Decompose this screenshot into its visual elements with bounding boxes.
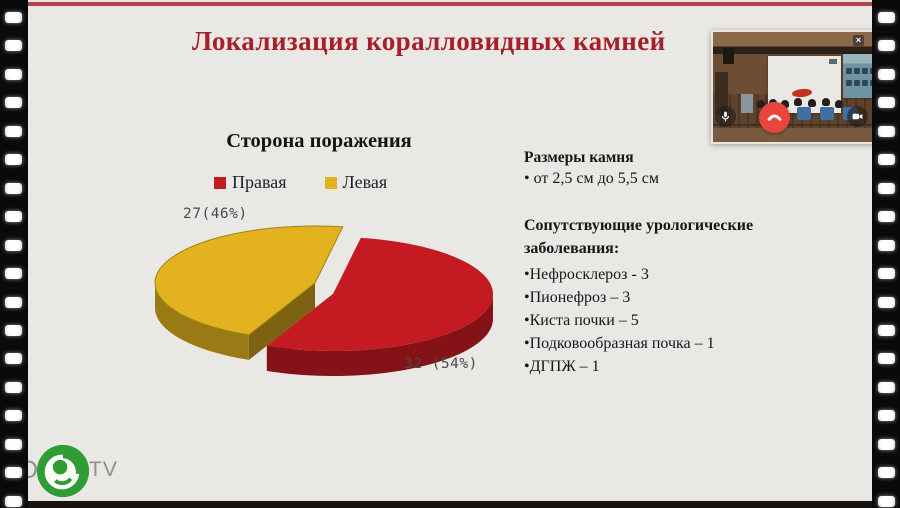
film-sprocket-hole — [5, 211, 22, 223]
video-thumbnail — [846, 68, 852, 74]
mute-microphone-button[interactable] — [715, 106, 736, 127]
slide-bottom-bar — [28, 501, 872, 508]
slide-title: Локализация коралловидных камней — [192, 26, 666, 56]
hall-speaker — [723, 48, 734, 64]
end-call-icon — [767, 114, 782, 121]
pie-slice-shape — [248, 283, 315, 360]
film-sprocket-hole — [5, 182, 22, 194]
hall-stand — [741, 94, 753, 113]
chair — [820, 107, 834, 120]
film-sprocket-hole — [878, 182, 895, 194]
film-sprocket-hole — [878, 125, 895, 137]
right-text-panel: Размеры камня • от 2,5 см до 5,5 см Сопу… — [524, 147, 804, 378]
legend-swatch-red — [214, 176, 226, 189]
film-sprocket-hole — [5, 353, 22, 365]
film-sprocket-hole — [5, 296, 22, 308]
person-silhouette — [808, 99, 816, 107]
film-sprocket-hole — [5, 154, 22, 166]
chair — [797, 107, 811, 120]
tv-channel-watermark: D TV — [16, 438, 136, 508]
video-thumbnail — [862, 80, 868, 86]
camera-icon — [852, 113, 863, 120]
video-thumbnail — [846, 80, 852, 86]
pie-slice-label-right: 32 (54%) — [404, 356, 478, 372]
microphone-icon — [721, 111, 730, 122]
projected-slide-content — [791, 87, 813, 99]
film-sprocket-hole — [5, 125, 22, 137]
list-item: •ДГПЖ – 1 — [524, 358, 600, 375]
film-sprocket-hole — [5, 68, 22, 80]
film-sprocket-hole — [5, 12, 22, 23]
pie-slice-shape — [266, 237, 493, 351]
video-thumbnail — [854, 80, 860, 86]
film-sprocket-hole — [878, 12, 895, 23]
list-item: •Пионефроз – 3 — [524, 289, 631, 306]
film-sprocket-hole — [5, 40, 22, 52]
legend-label: Правая — [232, 172, 287, 192]
film-sprocket-hole — [878, 40, 895, 52]
list-item: •Киста почки – 5 — [524, 312, 639, 329]
close-video-button[interactable]: × — [853, 35, 864, 46]
film-sprocket-hole — [5, 495, 22, 507]
film-strip-left — [0, 0, 28, 508]
person-silhouette — [822, 98, 830, 106]
watermark-tv-text: TV — [89, 458, 118, 481]
video-call-overlay[interactable]: × — [711, 30, 882, 144]
person-silhouette — [757, 100, 765, 108]
legend-item-right-side: Правая — [214, 172, 287, 193]
person-silhouette — [781, 100, 789, 108]
film-sprocket-hole — [5, 239, 22, 251]
film-sprocket-hole — [5, 381, 22, 393]
film-sprocket-hole — [878, 97, 895, 109]
film-sprocket-hole — [878, 268, 895, 280]
comorbid-list: •Нефросклероз - 3 •Пионефроз – 3 •Киста … — [524, 263, 804, 378]
film-sprocket-hole — [5, 97, 22, 109]
film-sprocket-hole — [878, 239, 895, 251]
stone-size-heading: Размеры камня — [524, 149, 634, 166]
film-sprocket-hole — [5, 268, 22, 280]
list-item: •Подковообразная почка – 1 — [524, 335, 715, 352]
film-sprocket-hole — [878, 467, 895, 479]
film-sprocket-hole — [5, 410, 22, 422]
legend-label: Левая — [342, 172, 388, 192]
film-sprocket-hole — [878, 211, 895, 223]
person-silhouette — [835, 100, 843, 108]
pie-slice-label-left: 27(46%) — [183, 206, 248, 222]
chart-title: Сторона поражения — [226, 130, 412, 152]
green-aperture-logo-icon — [36, 444, 90, 498]
film-sprocket-hole — [878, 154, 895, 166]
legend-item-left-side: Левая — [324, 172, 388, 193]
film-sprocket-hole — [5, 324, 22, 336]
projected-slide-widget — [829, 59, 837, 64]
film-sprocket-hole — [878, 68, 895, 80]
film-sprocket-hole — [878, 495, 895, 507]
person-silhouette — [794, 98, 802, 106]
legend-swatch-yellow — [324, 176, 337, 189]
chart-legend: Правая Левая — [214, 172, 387, 193]
camera-toggle-button[interactable] — [847, 106, 868, 127]
video-thumbnail — [862, 68, 868, 74]
stage-edge — [713, 124, 880, 126]
film-sprocket-hole — [5, 467, 22, 479]
hall-banner — [715, 72, 728, 114]
pie-slice-shape — [266, 294, 333, 371]
film-sprocket-hole — [878, 381, 895, 393]
film-sprocket-hole — [878, 438, 895, 450]
film-sprocket-hole — [878, 353, 895, 365]
pie-slice-shape — [155, 284, 249, 360]
video-thumbnail — [854, 68, 860, 74]
stone-size-item: • от 2,5 см до 5,5 см — [524, 170, 659, 187]
pie-slice-shape — [154, 225, 344, 336]
film-sprocket-hole — [878, 410, 895, 422]
film-sprocket-hole — [5, 438, 22, 450]
slide-top-accent-line — [28, 2, 872, 6]
film-sprocket-hole — [878, 296, 895, 308]
film-strip-right — [872, 0, 900, 508]
comorbid-heading: Сопутствующие урологические заболевания: — [524, 217, 754, 257]
end-call-button[interactable] — [759, 102, 790, 133]
film-sprocket-hole — [878, 324, 895, 336]
list-item: •Нефросклероз - 3 — [524, 266, 649, 283]
